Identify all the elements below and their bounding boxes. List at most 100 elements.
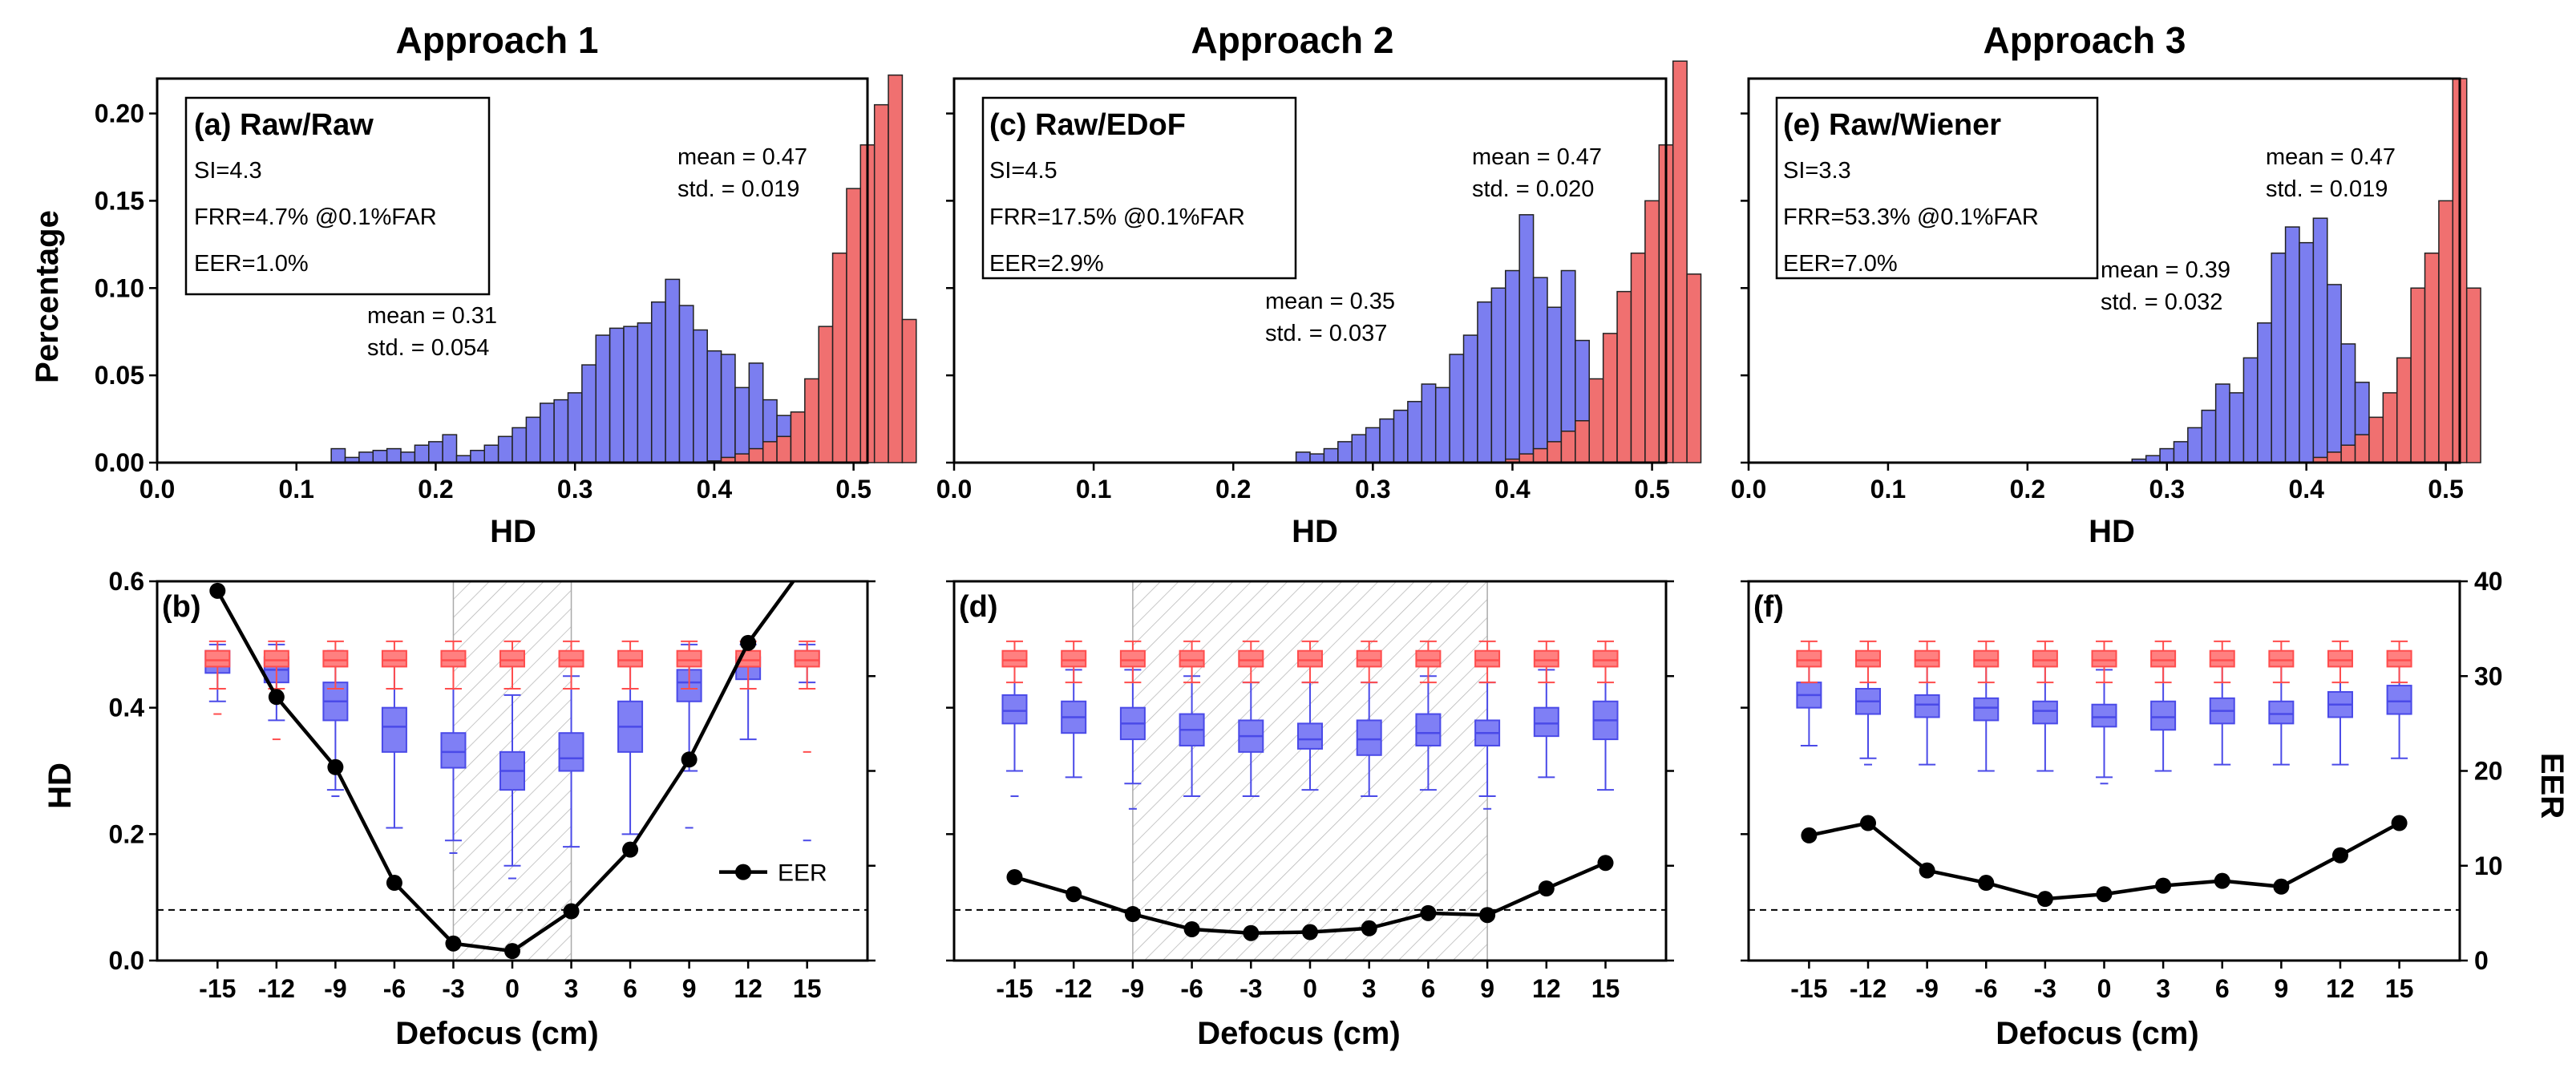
stat-frr: FRR=17.5% @0.1%FAR (989, 204, 1245, 230)
legend-marker (735, 864, 751, 880)
x-tick-label: 0.2 (1215, 475, 1251, 504)
impostor-bar (734, 453, 750, 463)
box-x-axis-label-f: Defocus (cm) (1996, 1016, 2198, 1051)
genuine-bar (2214, 383, 2230, 463)
genuine-box (1415, 713, 1442, 746)
eer-point (740, 634, 757, 651)
genuine-mean: mean = 0.39 (2101, 257, 2230, 283)
histogram-bars (1295, 60, 1702, 463)
impostor-bar (1547, 441, 1563, 463)
impostor-bar (1630, 252, 1646, 463)
x-tick-label: 15 (1591, 974, 1620, 1003)
genuine-bar (400, 451, 416, 463)
impostor-box (1238, 649, 1264, 668)
impostor-bar (1616, 290, 1632, 463)
title-approach-1: Approach 1 (395, 19, 598, 61)
stat-frr: FRR=4.7% @0.1%FAR (194, 204, 437, 230)
x-tick-label: 12 (2326, 974, 2355, 1003)
impostor-mean: mean = 0.47 (1472, 144, 1602, 170)
x-tick-label: 3 (1362, 974, 1377, 1003)
genuine-bar (2327, 284, 2342, 463)
x-tick-label: 9 (682, 974, 697, 1003)
impostor-bar (818, 326, 834, 463)
genuine-box (440, 732, 467, 769)
genuine-bar (1379, 418, 1395, 463)
x-tick-label: 0.5 (2428, 475, 2463, 504)
box-x-axis-label-d: Defocus (cm) (1197, 1016, 1400, 1051)
genuine-mean: mean = 0.35 (1265, 289, 1395, 314)
impostor-std: std. = 0.019 (677, 176, 799, 202)
box-y-axis-label: HD (42, 763, 78, 809)
x-tick-label: 0.1 (1076, 475, 1111, 504)
y2-tick-label: 20 (2474, 757, 2503, 786)
histogram-panel-c: (c) Raw/EDoF SI=4.5 FRR=17.5% @0.1%FAR E… (936, 60, 1702, 504)
eer-point (209, 582, 226, 599)
y-tick-label: 0.05 (95, 361, 144, 390)
genuine-bar (358, 451, 374, 463)
impostor-bar (1519, 453, 1535, 463)
x-tick-label: 0.4 (1494, 475, 1531, 504)
x-tick-label: 0 (505, 974, 520, 1003)
x-tick-label: 0 (2097, 974, 2112, 1003)
genuine-box (2032, 700, 2058, 725)
x-tick-label: 0.4 (697, 475, 733, 504)
stats-box (1775, 96, 2099, 280)
genuine-bar (1532, 277, 1548, 463)
genuine-bar (386, 447, 402, 463)
impostor-box (2268, 649, 2295, 668)
x-tick-label: 6 (623, 974, 637, 1003)
eer-point (327, 758, 344, 775)
genuine-bar (2229, 392, 2245, 463)
genuine-bar (470, 450, 486, 463)
y2-tick-label: 10 (2474, 851, 2503, 880)
histogram-bars (2131, 78, 2481, 463)
eer-point (1801, 827, 1818, 843)
impostor-bar (2396, 357, 2412, 463)
genuine-bar (1490, 287, 1506, 463)
x-tick-label: -6 (1975, 974, 1997, 1003)
stat-eer: EER=1.0% (194, 251, 309, 277)
x-tick-label: 12 (1532, 974, 1561, 1003)
stat-si: SI=3.3 (1783, 158, 1851, 184)
eer-point (1860, 815, 1877, 831)
x-tick-label: 9 (1480, 974, 1494, 1003)
impostor-bar (888, 74, 904, 463)
impostor-box (440, 649, 467, 668)
panel-label: (b) (162, 590, 201, 624)
impostor-box (263, 649, 289, 668)
panel-label: (d) (959, 590, 998, 624)
genuine-bar (623, 326, 639, 463)
panel-label: (e) Raw/Wiener (1783, 108, 2001, 142)
eer-point (1183, 920, 1200, 937)
x-tick-label: 15 (793, 974, 822, 1003)
eer-point (1978, 875, 1995, 892)
genuine-bar (2299, 241, 2315, 463)
genuine-box (1001, 694, 1028, 725)
eer-point (268, 689, 285, 706)
impostor-box (2386, 649, 2412, 668)
impostor-box (2091, 649, 2117, 668)
x-tick-label: -15 (199, 974, 236, 1003)
eer-point (2096, 886, 2113, 903)
eer-point (1302, 924, 1318, 940)
panel-label: (a) Raw/Raw (194, 108, 374, 142)
genuine-bar (1421, 383, 1437, 463)
x-tick-label: -12 (1850, 974, 1887, 1003)
genuine-bar (1365, 427, 1381, 463)
boxplot-panel-d: (d) -15 -12 -9 -6 -3 0 3 6 9 12 15 (946, 580, 1674, 1003)
genuine-bar (748, 362, 764, 463)
genuine-bar (372, 450, 388, 463)
eer-point (2331, 847, 2348, 864)
x-tick-label: -3 (2034, 974, 2056, 1003)
x-tick-label: 0.0 (140, 475, 175, 504)
genuine-bar (2242, 357, 2259, 463)
y-tick-label: 0.15 (95, 186, 144, 215)
genuine-box (2386, 685, 2412, 715)
plot-frame (952, 77, 1668, 464)
impostor-bar (831, 252, 847, 463)
genuine-bar (1449, 354, 1465, 463)
x-tick-label: -9 (1915, 974, 1938, 1003)
plot-frame (156, 77, 869, 464)
genuine-bar (428, 441, 443, 463)
y-tick-label: 0.6 (109, 567, 144, 596)
